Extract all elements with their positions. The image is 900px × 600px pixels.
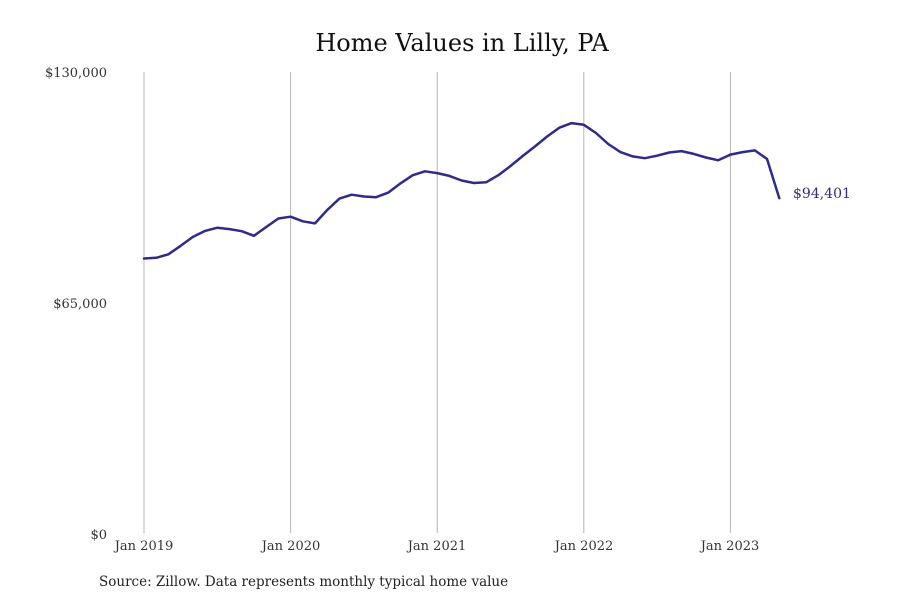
chart-title: Home Values in Lilly, PA (315, 29, 609, 57)
x-tick-label-2021: Jan 2021 (406, 539, 467, 554)
end-value-label: $94,401 (793, 186, 851, 202)
y-tick-label-130000: $130,000 (45, 66, 107, 81)
vertical-gridlines (143, 72, 731, 533)
source-note: Source: Zillow. Data represents monthly … (99, 574, 508, 590)
series-line-home-value (142, 121, 781, 260)
x-tick-label-2023: Jan 2023 (699, 539, 760, 554)
x-tick-labels: Jan 2019 Jan 2020 Jan 2021 Jan 2022 Jan … (113, 539, 760, 554)
x-tick-label-2020: Jan 2020 (260, 539, 321, 554)
y-tick-label-65000: $65,000 (53, 297, 107, 312)
x-tick-label-2022: Jan 2022 (553, 539, 614, 554)
x-tick-label-2019: Jan 2019 (113, 539, 174, 554)
y-tick-label-0: $0 (90, 528, 107, 543)
